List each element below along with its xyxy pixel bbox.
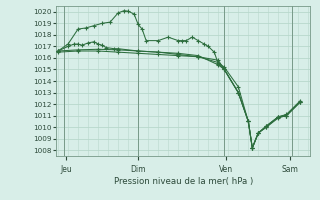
X-axis label: Pression niveau de la mer( hPa ): Pression niveau de la mer( hPa ) (114, 177, 253, 186)
